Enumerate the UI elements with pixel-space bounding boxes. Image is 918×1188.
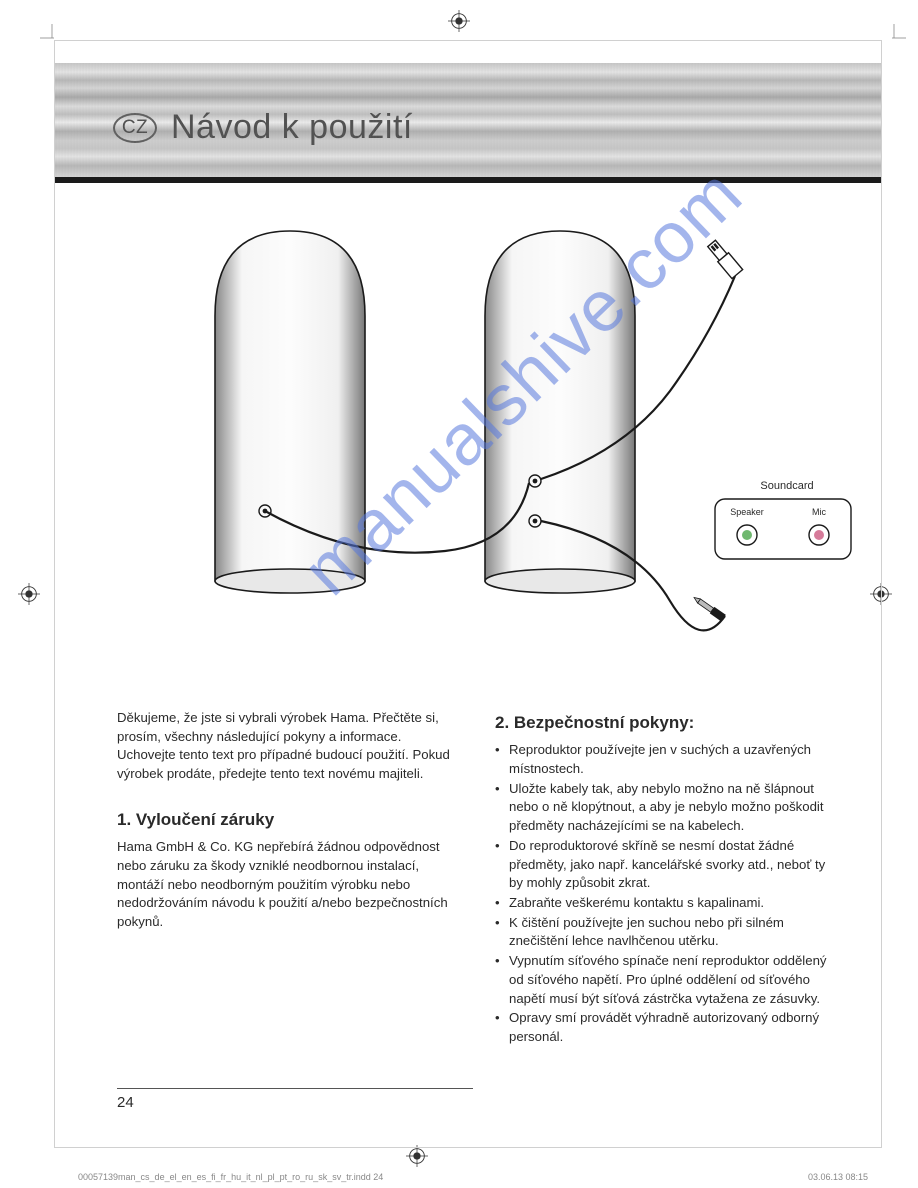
page-title: CZ Návod k použití [113, 108, 413, 147]
footer-timestamp: 03.06.13 08:15 [808, 1172, 868, 1182]
section1-heading: 1. Vyloučení záruky [117, 808, 459, 832]
left-speaker-icon [215, 231, 365, 593]
page-number: 24 [117, 1094, 134, 1111]
soundcard-box: Soundcard Speaker Mic [715, 480, 851, 559]
content-columns: Děkujeme, že jste si vybrali výrobek Ham… [117, 709, 837, 1048]
connection-diagram: Soundcard Speaker Mic [115, 221, 855, 691]
list-item: Vypnutím síťového spínače není reprodukt… [495, 952, 837, 1008]
list-item: Uložte kabely tak, aby nebylo možno na n… [495, 780, 837, 836]
right-speaker-icon [485, 231, 635, 593]
page-frame: CZ Návod k použití [54, 40, 882, 1148]
safety-list: Reproduktor používejte jen v suchých a u… [495, 741, 837, 1047]
list-item: Do reproduktorové skříně se nesmí dostat… [495, 837, 837, 893]
header-band: CZ Návod k použití [55, 63, 881, 183]
left-column: Děkujeme, že jste si vybrali výrobek Ham… [117, 709, 459, 1048]
section2-heading: 2. Bezpečnostní pokyny: [495, 711, 837, 735]
intro-paragraph: Děkujeme, že jste si vybrali výrobek Ham… [117, 709, 459, 784]
list-item: K čištění používejte jen suchou nebo při… [495, 914, 837, 951]
crop-mark-icon [886, 24, 906, 44]
right-column: 2. Bezpečnostní pokyny: Reproduktor použ… [495, 709, 837, 1048]
list-item: Reproduktor používejte jen v suchých a u… [495, 741, 837, 778]
title-text: Návod k použití [171, 108, 413, 147]
list-item: Zabraňte veškerému kontaktu s kapalinami… [495, 894, 837, 913]
soundcard-label: Soundcard [760, 480, 813, 492]
registration-mark-icon [406, 1145, 428, 1167]
footer-filename: 00057139man_cs_de_el_en_es_fi_fr_hu_it_n… [78, 1172, 383, 1182]
language-badge: CZ [113, 113, 157, 143]
usb-plug-icon [706, 239, 742, 279]
section1-body: Hama GmbH & Co. KG nepřebírá žádnou odpo… [117, 838, 459, 932]
footer-meta: 00057139man_cs_de_el_en_es_fi_fr_hu_it_n… [78, 1172, 868, 1182]
mic-jack-label: Mic [812, 507, 826, 517]
audio-jack-icon [692, 594, 726, 621]
page-number-rule [117, 1088, 473, 1089]
registration-mark-icon [448, 10, 470, 32]
registration-mark-icon [18, 583, 40, 605]
speaker-jack-label: Speaker [730, 507, 764, 517]
list-item: Opravy smí provádět výhradně autorizovan… [495, 1009, 837, 1046]
